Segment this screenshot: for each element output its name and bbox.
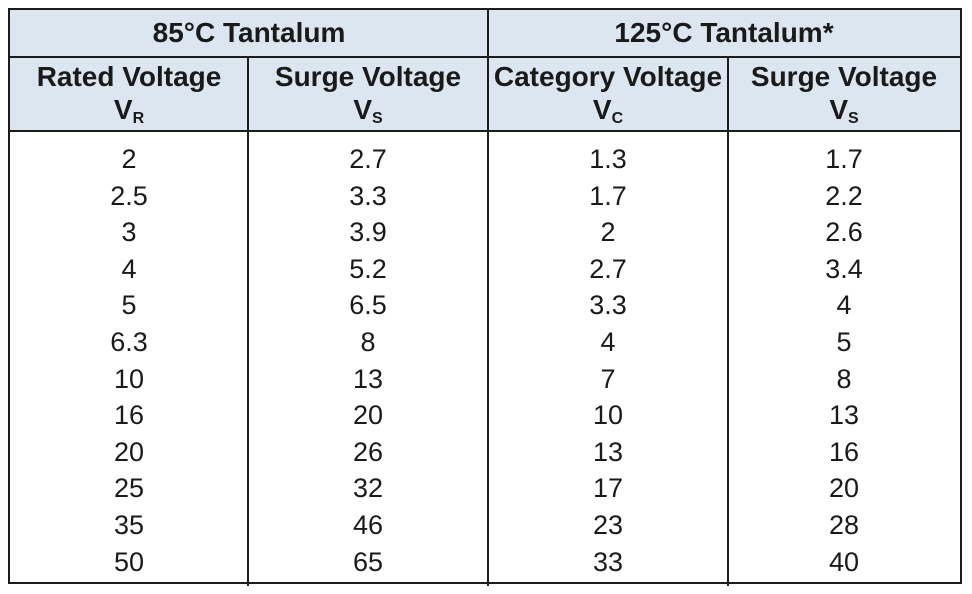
table-cell: 1.3 [589,144,627,174]
table-cell: 23 [592,509,624,540]
table-cell: 16 [828,436,860,467]
table-cell: 8 [836,363,852,394]
table-cell: 7 [600,363,616,394]
table-cell: 2.7 [349,144,387,174]
table-cell: 10 [592,400,624,431]
table-cell: 5.2 [349,253,387,284]
column-category-voltage-values: 1.3 1.7 2 2.7 3.3 4 7 10 13 17 23 33 [488,141,728,580]
table-cell: 2.6 [825,217,863,248]
table-cell: 4 [836,290,852,321]
group-title-125c: 125°C Tantalum* [614,17,834,48]
voltage-table: 85°C Tantalum 125°C Tantalum* Rated Volt… [8,8,962,586]
table-cell: 13 [352,363,384,394]
table-cell: 3.4 [825,253,863,284]
table-cell: 4 [121,253,137,284]
column-symbol: VS [829,94,859,127]
table-cell: 3.3 [589,290,627,321]
column-divider [727,56,729,586]
column-header-surge-voltage-85: Surge Voltage VS [248,60,488,130]
column-name: Surge Voltage [750,61,938,92]
group-title-85c: 85°C Tantalum [152,17,346,48]
table-cell: 6.3 [110,326,148,357]
table-cell: 2.5 [110,180,148,211]
column-name: Rated Voltage [36,61,222,92]
group-divider [10,56,960,58]
table-cell: 25 [113,473,145,504]
table-cell: 3.9 [349,217,387,248]
table-cell: 65 [352,546,384,577]
column-symbol: VC [592,94,624,127]
table-cell: 32 [352,473,384,504]
table-cell: 17 [592,473,624,504]
column-name: Surge Voltage [274,61,462,92]
table-cell: 40 [828,546,860,577]
table-cell: 3.3 [349,180,387,211]
table-cell: 50 [113,546,145,577]
table-cell: 28 [828,509,860,540]
table-cell: 3 [121,217,137,248]
table-cell: 13 [828,400,860,431]
table-cell: 2.2 [825,180,863,211]
column-name: Category Voltage [493,61,723,92]
table-cell: 2.7 [589,253,627,284]
table-cell: 20 [352,400,384,431]
table-cell: 8 [360,326,376,357]
column-rated-voltage-values: 2 2.5 3 4 5 6.3 10 16 20 25 35 50 [10,141,248,580]
table-cell: 10 [113,363,145,394]
table-cell: 6.5 [349,290,387,321]
column-surge-voltage-85-values: 2.7 3.3 3.9 5.2 6.5 8 13 20 26 32 46 65 [248,141,488,580]
table-cell: 20 [828,473,860,504]
table-cell: 20 [113,436,145,467]
table-cell: 46 [352,509,384,540]
group-column-divider [487,10,489,586]
column-surge-voltage-125-values: 1.7 2.2 2.6 3.4 4 5 8 13 16 20 28 40 [728,141,960,580]
column-symbol: VS [353,94,383,127]
table-cell: 1.7 [825,144,863,174]
column-header-rated-voltage: Rated Voltage VR [10,60,248,130]
table-cell: 26 [352,436,384,467]
table-cell: 4 [600,326,616,357]
table-cell: 16 [113,400,145,431]
table-cell: 2 [121,144,137,174]
column-divider [247,56,249,586]
table-cell: 5 [121,290,137,321]
table-cell: 2 [600,217,616,248]
table-cell: 35 [113,509,145,540]
table-cell: 33 [592,546,624,577]
table-cell: 1.7 [589,180,627,211]
column-header-category-voltage: Category Voltage VC [488,60,728,130]
table-header: 85°C Tantalum 125°C Tantalum* Rated Volt… [10,10,960,132]
column-symbol: VR [113,94,145,127]
column-header-surge-voltage-125: Surge Voltage VS [728,60,960,130]
table-cell: 13 [592,436,624,467]
table-cell: 5 [836,326,852,357]
